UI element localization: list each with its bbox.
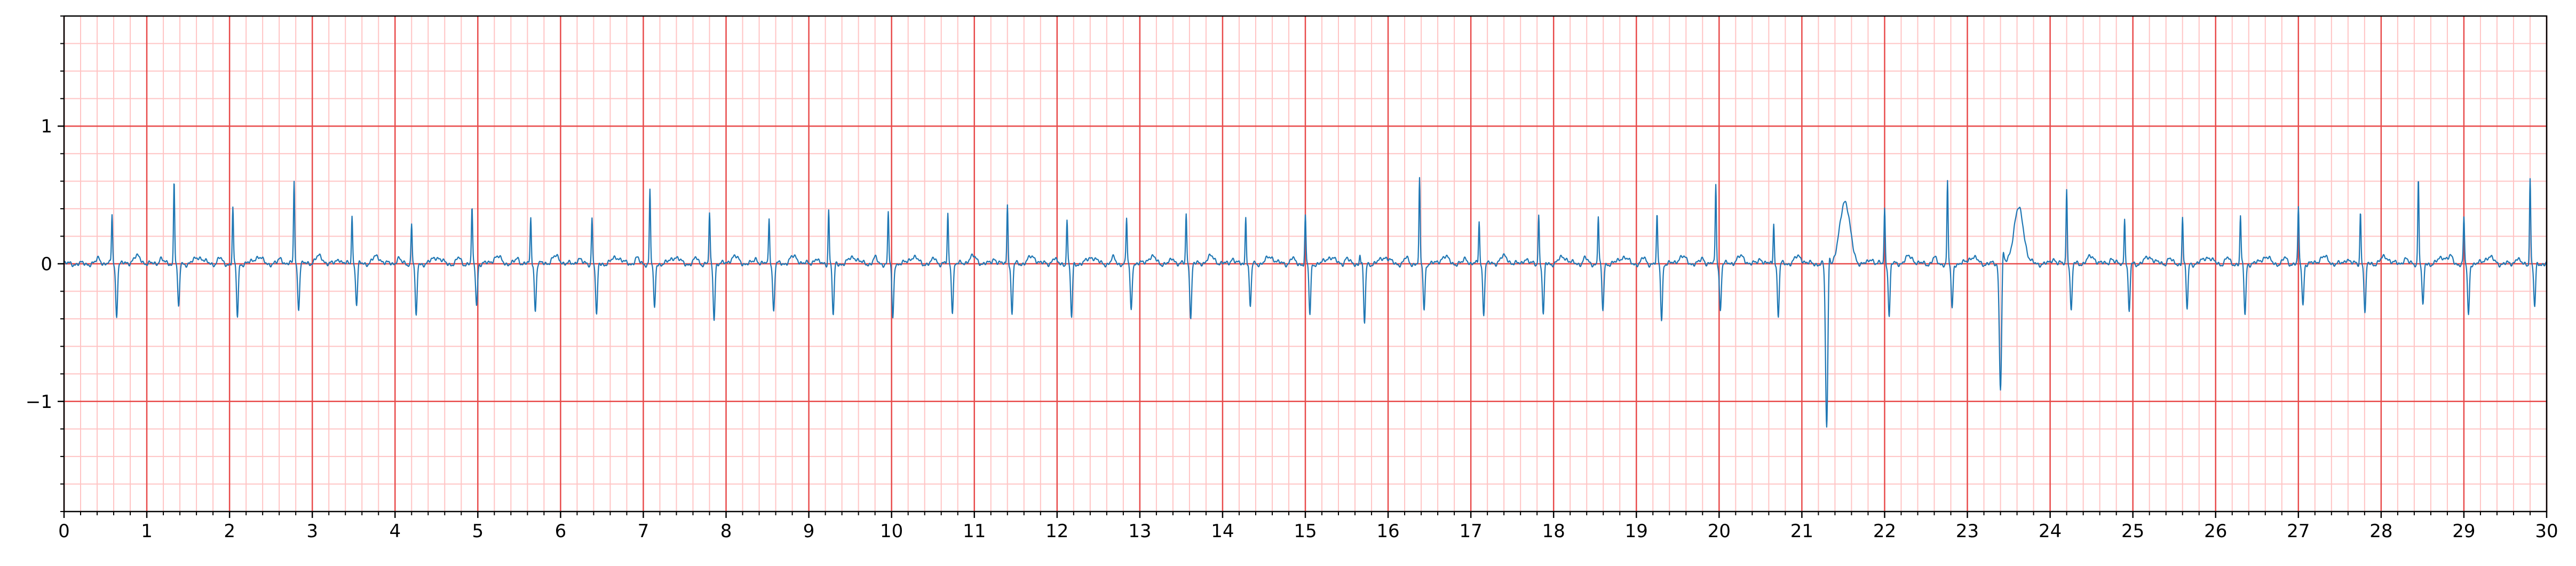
x-tick-label: 18 — [1542, 521, 1565, 542]
x-tick-label: 7 — [638, 521, 649, 542]
x-tick-label: 11 — [963, 521, 986, 542]
x-tick-label: 6 — [555, 521, 567, 542]
x-tick-label: 27 — [2287, 521, 2310, 542]
x-tick-label: 15 — [1294, 521, 1317, 542]
ecg-series — [63, 177, 2547, 428]
x-tick-label: 20 — [1708, 521, 1731, 542]
x-tick-label: 12 — [1045, 521, 1068, 542]
x-tick-label: 10 — [880, 521, 903, 542]
x-tick-label: 14 — [1211, 521, 1234, 542]
x-tick-label: 16 — [1376, 521, 1399, 542]
x-tick-label: 26 — [2204, 521, 2227, 542]
x-tick-label: 1 — [141, 521, 153, 542]
x-tick-label: 3 — [306, 521, 318, 542]
x-tick-label: 13 — [1128, 521, 1151, 542]
x-tick-label: 21 — [1790, 521, 1813, 542]
y-tick-label: 1 — [41, 116, 52, 137]
x-tick-label: 28 — [2369, 521, 2392, 542]
x-tick-label: 30 — [2535, 521, 2558, 542]
y-axis: 1 0 −1 — [26, 15, 64, 512]
x-tick-label: 22 — [1873, 521, 1896, 542]
x-tick-label: 29 — [2452, 521, 2475, 542]
x-tick-label: 2 — [224, 521, 235, 542]
ecg-line — [63, 177, 2547, 428]
x-tick-label: 9 — [803, 521, 815, 542]
x-tick-label: 25 — [2121, 521, 2144, 542]
y-tick-label: 0 — [41, 254, 52, 275]
x-tick-label: 17 — [1460, 521, 1483, 542]
x-tick-label: 0 — [58, 521, 70, 542]
x-tick-label: 24 — [2039, 521, 2062, 542]
x-axis: 0 1 2 3 4 5 6 7 8 9 10 11 12 13 14 15 16 17 18 19 20 21 22 23 24… — [58, 512, 2558, 542]
x-tick-label: 8 — [720, 521, 732, 542]
x-tick-label: 4 — [389, 521, 401, 542]
x-tick-label: 19 — [1625, 521, 1648, 542]
y-tick-label: −1 — [26, 391, 52, 413]
x-tick-label: 23 — [1956, 521, 1979, 542]
x-tick-label: 5 — [472, 521, 484, 542]
